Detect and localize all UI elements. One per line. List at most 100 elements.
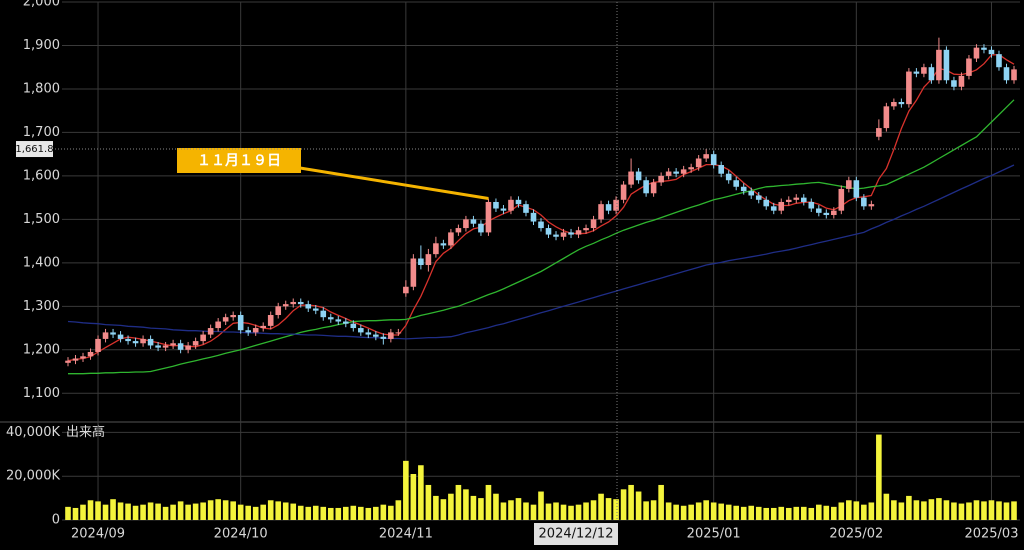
candle-body — [95, 338, 101, 352]
candle-body — [448, 232, 454, 246]
crosshair-y-box — [16, 141, 53, 158]
volume-bar — [928, 499, 935, 520]
volume-bar — [583, 502, 589, 520]
candle-body — [718, 165, 724, 174]
y-tick-label: 1,700 — [23, 125, 60, 140]
candle-body — [260, 325, 267, 329]
candle-body — [823, 212, 830, 216]
candle-body — [222, 317, 229, 322]
volume-bar — [913, 500, 920, 520]
candle-body — [568, 232, 574, 235]
candle-body — [553, 234, 559, 237]
volume-axis-title: 出来高 — [66, 424, 105, 440]
volume-bar — [463, 489, 469, 520]
candle-body — [928, 67, 935, 81]
candle-body — [380, 336, 387, 339]
candle-body — [733, 180, 740, 187]
candle-body — [388, 332, 394, 339]
volume-bar — [95, 501, 101, 520]
volume-bar — [861, 504, 867, 520]
volume-bar — [267, 500, 274, 520]
volume-bar — [312, 505, 319, 520]
volume-bar — [297, 505, 304, 520]
candle-body — [996, 54, 1002, 68]
volume-bar — [560, 504, 567, 520]
volume-tick-label: 0 — [52, 513, 60, 528]
volume-bar — [358, 506, 364, 520]
candle-body — [403, 286, 409, 294]
x-tick-label: 2024/11 — [379, 527, 433, 542]
volume-bar — [410, 474, 417, 520]
volume-bar — [237, 504, 244, 520]
candle-body — [943, 49, 950, 81]
y-tick-label: 1,600 — [23, 168, 60, 183]
volume-bar — [966, 502, 972, 520]
candle-body — [358, 328, 364, 333]
volume-bar — [988, 500, 995, 520]
volume-bar — [748, 505, 755, 520]
volume-bar — [1011, 501, 1017, 520]
candle-body — [267, 315, 274, 326]
volume-bar — [110, 499, 116, 520]
candle-body — [538, 221, 544, 229]
volume-bar — [635, 491, 642, 520]
volume-bar — [275, 501, 282, 520]
volume-bar — [80, 504, 86, 520]
candle-body — [312, 308, 319, 311]
candle-body — [297, 301, 304, 305]
volume-bar — [515, 498, 522, 520]
candle-body — [463, 219, 469, 229]
candle-body — [688, 167, 694, 170]
candle-body — [1003, 67, 1010, 81]
x-tick-label: 2024/09 — [71, 527, 125, 542]
volume-bar — [838, 502, 845, 520]
candle-body — [433, 243, 439, 255]
volume-bar — [65, 506, 71, 520]
candle-body — [740, 186, 747, 192]
candle-body — [695, 158, 702, 168]
volume-bar — [891, 500, 897, 520]
candle-body — [470, 219, 477, 224]
volume-bar — [800, 506, 807, 520]
candle-body — [921, 67, 927, 74]
volume-bar — [425, 484, 432, 520]
candle-body — [958, 75, 965, 87]
candle-body — [365, 332, 372, 335]
volume-bar — [530, 504, 537, 520]
candle-body — [643, 180, 649, 194]
candle-body — [200, 334, 206, 342]
volume-bar — [388, 505, 394, 520]
volume-bar — [538, 491, 544, 520]
volume-bar — [590, 500, 597, 520]
candle-body — [770, 206, 777, 211]
volume-bar — [455, 484, 462, 520]
y-tick-label: 2,000 — [23, 0, 60, 10]
candle-body — [65, 360, 71, 363]
volume-tick-label: 20,000K — [6, 469, 60, 484]
annotation-line — [299, 166, 489, 200]
volume-bar — [282, 502, 289, 520]
candle-body — [913, 71, 920, 74]
candle-body — [868, 204, 875, 207]
candle-body — [305, 304, 312, 309]
volume-bar — [185, 504, 191, 520]
y-tick-label: 1,900 — [23, 38, 60, 53]
candle-body — [110, 332, 116, 335]
candle-body — [628, 171, 634, 185]
y-tick-label: 1,300 — [23, 299, 60, 314]
volume-bar — [508, 500, 514, 520]
volume-bar — [613, 499, 619, 520]
volume-bar — [320, 506, 327, 520]
volume-bar — [973, 500, 980, 520]
volume-bar — [335, 507, 342, 520]
candle-body — [650, 182, 657, 194]
candle-body — [140, 338, 146, 344]
candle-body — [185, 345, 191, 350]
volume-bar — [350, 505, 357, 520]
volume-bar — [102, 504, 109, 520]
candle-body — [966, 58, 972, 76]
volume-bar — [740, 506, 747, 520]
candle-body — [425, 254, 432, 266]
candle-body — [876, 128, 882, 137]
annotation-box — [177, 148, 301, 173]
